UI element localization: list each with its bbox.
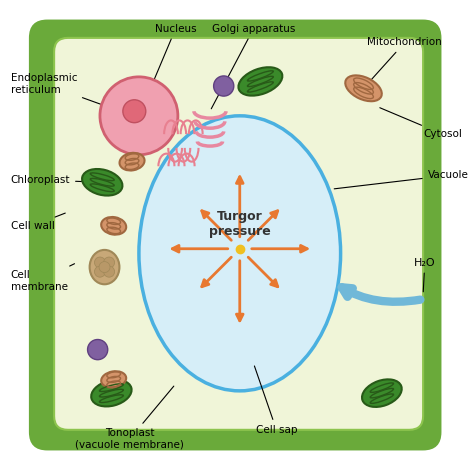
Text: Chloroplast: Chloroplast (10, 175, 100, 185)
Circle shape (94, 257, 105, 268)
Text: Cell sap: Cell sap (255, 366, 297, 435)
Text: Nucleus: Nucleus (140, 24, 196, 113)
Circle shape (104, 257, 115, 268)
Text: Tonoplast
(vacuole membrane): Tonoplast (vacuole membrane) (75, 386, 184, 450)
Text: Endoplasmic
reticulum: Endoplasmic reticulum (10, 73, 168, 129)
Text: Golgi apparatus: Golgi apparatus (211, 24, 295, 109)
FancyBboxPatch shape (54, 38, 423, 430)
Text: Cytosol: Cytosol (380, 108, 462, 139)
Ellipse shape (101, 371, 126, 388)
Circle shape (214, 76, 234, 96)
Ellipse shape (119, 153, 145, 171)
Ellipse shape (238, 67, 283, 95)
Circle shape (123, 100, 146, 123)
Text: Mitochondrion: Mitochondrion (365, 38, 442, 86)
Circle shape (100, 77, 178, 155)
Ellipse shape (91, 380, 132, 407)
Text: Vacuole: Vacuole (334, 171, 469, 189)
Ellipse shape (82, 169, 122, 196)
FancyBboxPatch shape (29, 20, 441, 450)
Ellipse shape (139, 116, 341, 391)
Circle shape (94, 266, 105, 277)
Text: Cell
membrane: Cell membrane (10, 264, 74, 292)
Circle shape (99, 262, 110, 273)
Ellipse shape (90, 250, 119, 284)
Circle shape (104, 266, 115, 277)
Text: Turgor
pressure: Turgor pressure (209, 210, 271, 237)
Text: Cell wall: Cell wall (10, 213, 65, 231)
Ellipse shape (345, 75, 382, 101)
Text: H₂O: H₂O (414, 258, 436, 292)
Circle shape (88, 339, 108, 360)
Ellipse shape (362, 379, 402, 407)
Ellipse shape (101, 217, 126, 235)
